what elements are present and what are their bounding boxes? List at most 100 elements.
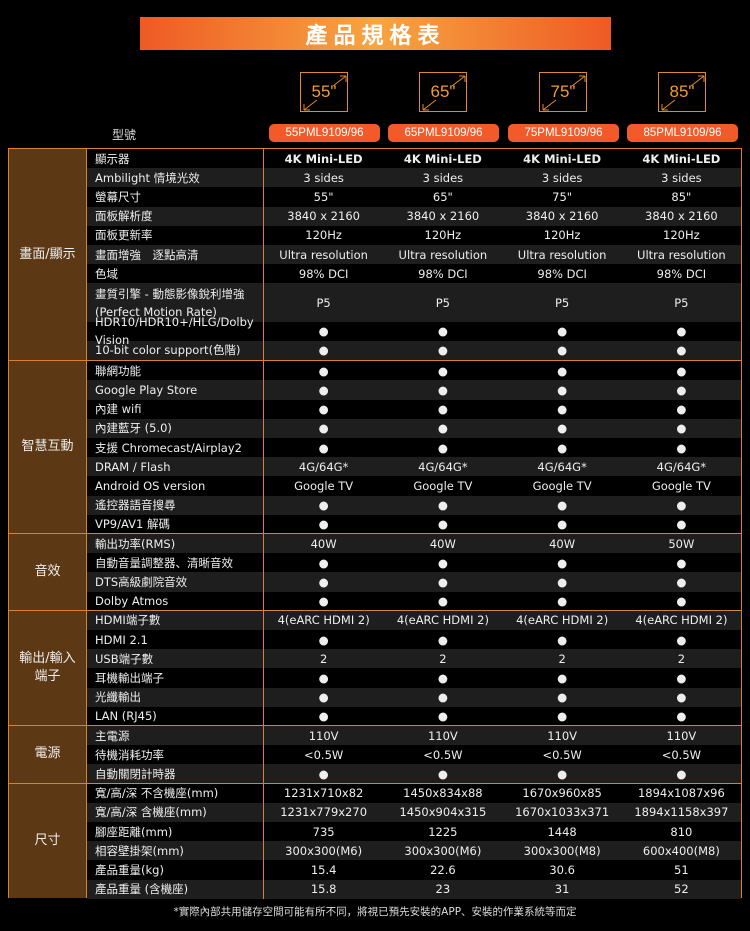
spec-value: 120Hz xyxy=(305,228,342,243)
spec-label-text: 產品重量 (含機座) xyxy=(95,882,189,897)
spec-value: ● xyxy=(437,498,448,513)
table-row: 主電源 110V 110V 110V 110V xyxy=(87,726,741,746)
spec-value: ● xyxy=(437,517,448,532)
category-name: 輸出/輸入 xyxy=(19,650,76,666)
spec-label: 自動音量調整器、清晰音效 xyxy=(87,553,264,573)
spec-value: 1450x904x315 xyxy=(399,805,487,820)
spec-value: ● xyxy=(676,594,687,609)
category-name: 音效 xyxy=(34,563,61,579)
spec-value: P5 xyxy=(435,295,450,310)
spec-value: ● xyxy=(437,632,448,647)
spec-value: 2 xyxy=(558,651,566,666)
spec-value: Ultra resolution xyxy=(637,247,726,262)
table-row: 遙控器語音搜尋 ● ● ● ● xyxy=(87,495,741,515)
screen-size-label: 65" xyxy=(430,82,456,101)
spec-value: 4(eARC HDMI 2) xyxy=(635,613,728,628)
spec-value: ● xyxy=(557,574,568,589)
spec-value: ● xyxy=(437,709,448,724)
spec-value: ● xyxy=(676,402,687,417)
spec-value: ● xyxy=(318,690,329,705)
spec-label: 內建藍牙 (5.0) xyxy=(87,418,264,438)
spec-value: P5 xyxy=(316,295,331,310)
spec-value: 4G/64G* xyxy=(418,459,468,474)
spec-value: ● xyxy=(318,421,329,436)
spec-value: ● xyxy=(557,343,568,358)
category-name: 電源 xyxy=(34,746,61,762)
spec-label-text: HDR10/HDR10+/HLG/Dolby Vision xyxy=(95,315,254,348)
spec-value: ● xyxy=(557,382,568,397)
spec-value: 40W xyxy=(429,536,456,551)
spec-label: HDR10/HDR10+/HLG/Dolby Vision xyxy=(87,315,264,347)
diagonal-arrow-icon xyxy=(422,75,466,111)
footnote: *實際內部共用儲存空間可能有所不同，將視已預先安裝的APP、安裝的作業系統等而定 xyxy=(173,906,577,918)
spec-value: 3 sides xyxy=(541,170,583,185)
spec-value: ● xyxy=(676,555,687,570)
spec-value: 300x300(M6) xyxy=(404,843,482,858)
spec-value: P5 xyxy=(674,295,689,310)
spec-label: 主電源 xyxy=(87,726,264,746)
spec-label: HDMI端子數 xyxy=(87,610,264,630)
spec-value: 110V xyxy=(308,728,339,743)
spec-value: ● xyxy=(676,498,687,513)
spec-label: 畫質引擎 - 動態影像銳利增強 (Perfect Motion Rate) xyxy=(87,283,264,322)
spec-label: Android OS version xyxy=(87,476,264,496)
table-row: 自動關閉計時器 ● ● ● ● xyxy=(87,764,741,784)
spec-label-text: 輸出功率(RMS) xyxy=(95,536,176,551)
spec-value: 30.6 xyxy=(549,862,575,877)
spec-value: 1670x960x85 xyxy=(522,786,602,801)
spec-label-text: 面板更新率 xyxy=(95,228,153,243)
spec-value: ● xyxy=(676,343,687,358)
table-row: USB端子數 2 2 2 2 xyxy=(87,649,741,669)
spec-value: <0.5W xyxy=(661,747,702,762)
spec-value: ● xyxy=(318,709,329,724)
category-name: 畫面/顯示 xyxy=(19,246,76,262)
table-row: Android OS version Google TV Google TV Goog… xyxy=(87,476,741,496)
spec-value: 2 xyxy=(319,651,328,666)
spec-value: 22.6 xyxy=(430,862,456,877)
diagonal-arrow-icon xyxy=(542,75,586,111)
spec-label-text: 顯示器 xyxy=(95,151,130,166)
spec-label: Dolby Atmos xyxy=(87,591,264,611)
spec-label: 面板更新率 xyxy=(87,225,264,245)
diagonal-arrow-icon xyxy=(661,75,705,111)
spec-label-text: 產品重量(kg) xyxy=(95,862,164,877)
category-label: 音效 xyxy=(9,534,87,610)
spec-value: ● xyxy=(557,324,568,339)
spec-value: ● xyxy=(676,440,687,455)
spec-value: ● xyxy=(318,324,329,339)
spec-label: 自動關閉計時器 xyxy=(87,764,264,784)
table-row: 畫面增強 逐點高清 Ultra resolution Ultra resolutio… xyxy=(87,244,741,265)
model-chip: 75PML9109/96 xyxy=(508,124,619,142)
spec-label-text: 畫面增強 逐點高清 xyxy=(95,247,199,262)
spec-value: 4G/64G* xyxy=(656,459,707,474)
spec-value: ● xyxy=(557,594,568,609)
spec-label: 相容壁掛架(mm) xyxy=(87,841,264,861)
spec-value: 1450x834x88 xyxy=(403,786,483,801)
spec-label: 輸出功率(RMS) xyxy=(87,534,264,554)
spec-label: 光纖輸出 xyxy=(87,687,264,707)
spec-value: ● xyxy=(437,363,448,378)
spec-value: ● xyxy=(437,594,448,609)
spec-value: 4K Mini-LED xyxy=(523,151,602,166)
spec-group: 尺寸 寬/高/深 不含機座(mm) 1231x710x82 1450x834x88 16… xyxy=(9,782,741,899)
spec-label-text: 自動音量調整器、清晰音效 xyxy=(95,555,233,570)
table-row: 支援 Chromecast/Airplay2 ● ● ● ● xyxy=(87,437,741,458)
table-row: 色域 98% DCI 98% DCI 98% DCI 98% DCI xyxy=(87,264,741,284)
spec-value: ● xyxy=(557,363,568,378)
spec-label-text: DTS高級劇院音效 xyxy=(95,574,188,589)
spec-label-text: 主電源 xyxy=(95,728,130,743)
spec-label-text: Google Play Store xyxy=(95,382,198,397)
spec-value: ● xyxy=(318,670,329,685)
spec-label-text: 聯網功能 xyxy=(95,363,141,378)
spec-label: 支援 Chromecast/Airplay2 xyxy=(87,437,264,458)
spec-value: 735 xyxy=(312,824,335,839)
spec-label: VP9/AV1 解碼 xyxy=(87,514,264,534)
table-row: 寬/高/深 含機座(mm) 1231x779x270 1450x904x315 167… xyxy=(87,802,741,822)
spec-label-text: Ambilight 情境光效 xyxy=(95,170,200,185)
spec-label-text: DRAM / Flash xyxy=(95,459,171,474)
spec-value: 4(eARC HDMI 2) xyxy=(516,613,609,628)
spec-label-text: LAN (RJ45) xyxy=(95,709,157,724)
spec-value: 110V xyxy=(547,728,578,743)
page-title: 產品規格表 xyxy=(140,17,611,50)
table-row: Google Play Store ● ● ● ● xyxy=(87,380,741,400)
